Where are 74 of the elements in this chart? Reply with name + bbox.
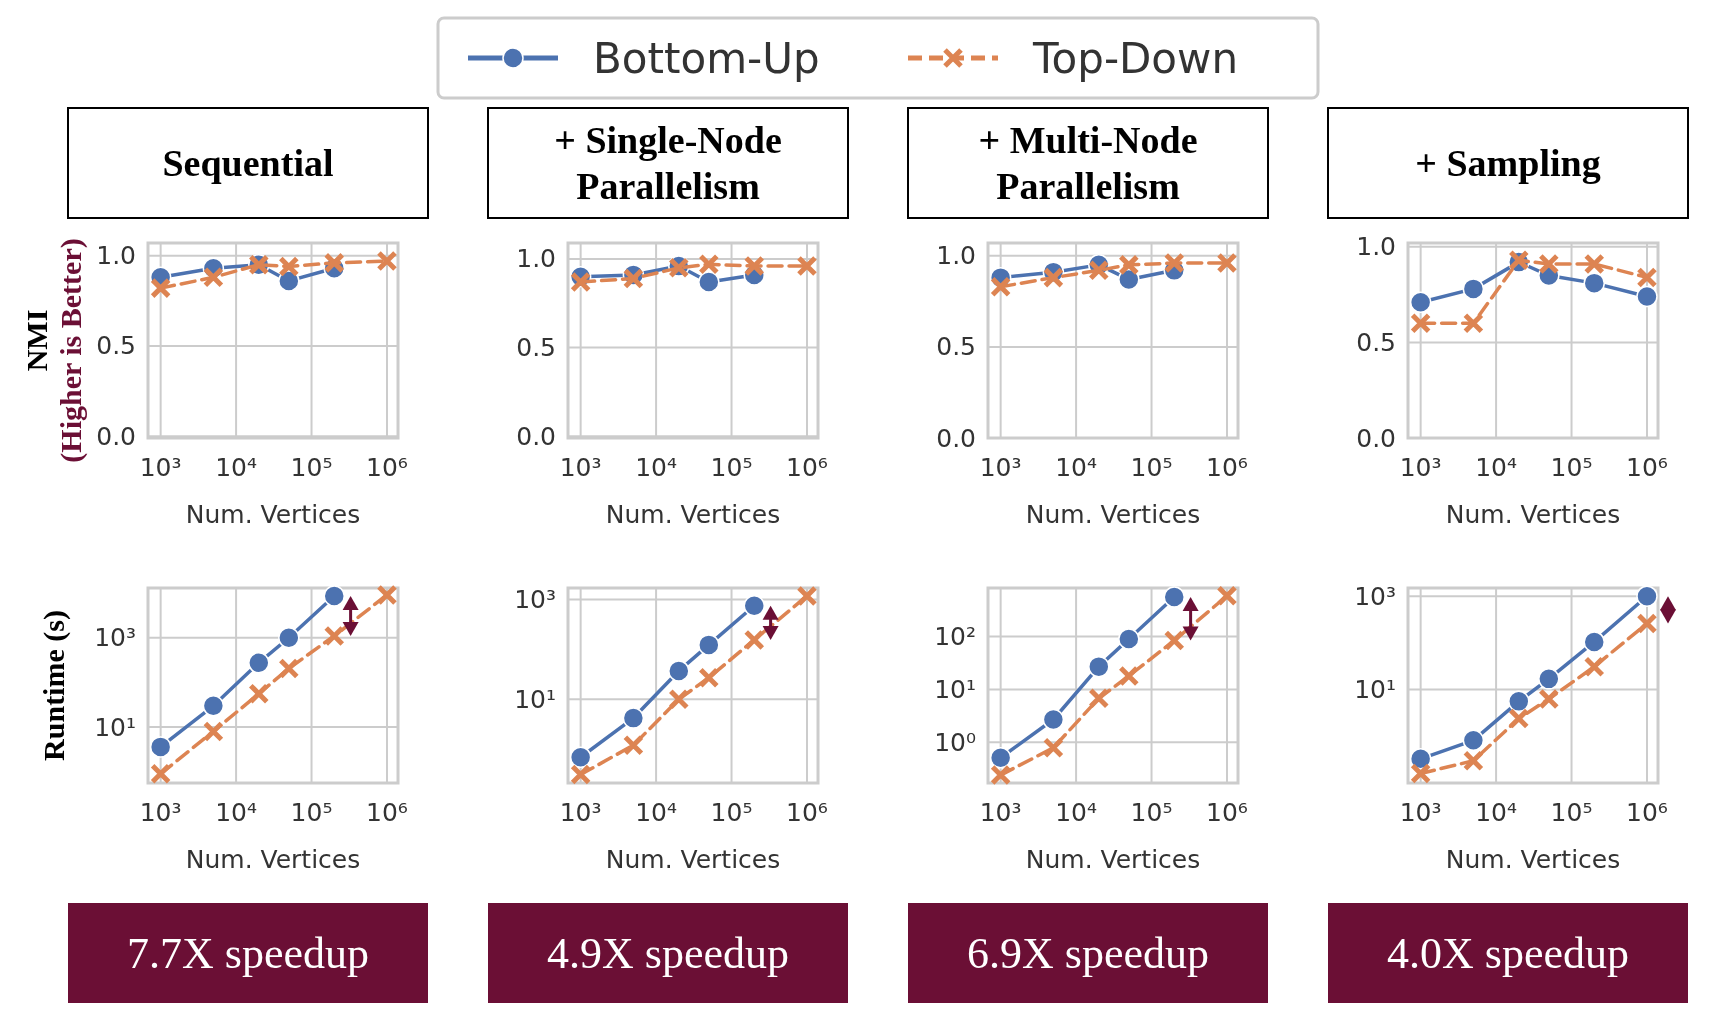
x-tick-label: 10⁵ bbox=[1550, 453, 1593, 482]
x-tick-label: 10³ bbox=[559, 453, 602, 482]
y-tick-label: 0.5 bbox=[1356, 327, 1396, 357]
y-tick-label: 10³ bbox=[514, 585, 556, 614]
x-tick-label: 10⁵ bbox=[1550, 798, 1593, 827]
x-tick-label: 10³ bbox=[139, 453, 182, 482]
x-axis-title: Num. Vertices bbox=[1025, 845, 1201, 874]
y-tick-label: 0.0 bbox=[516, 421, 556, 451]
text: 4.9X speedup bbox=[547, 928, 789, 978]
y-tick-label: 10³ bbox=[1354, 581, 1396, 611]
x-tick-label: 10⁴ bbox=[1055, 453, 1097, 482]
x-tick-label: 10⁴ bbox=[215, 453, 257, 482]
x-tick-label: 10⁶ bbox=[1206, 453, 1248, 482]
chart-title: Sequential bbox=[162, 142, 334, 184]
x-axis-title: Num. Vertices bbox=[185, 845, 361, 874]
x-tick-label: 10⁴ bbox=[635, 453, 677, 482]
x-tick-label: 10³ bbox=[559, 798, 602, 827]
y-tick-label: 0.5 bbox=[96, 331, 136, 361]
y-tick-label: 10⁰ bbox=[934, 727, 976, 757]
y-tick-label: 10¹ bbox=[514, 684, 556, 714]
x-tick-label: 10³ bbox=[979, 798, 1022, 827]
x-axis-title: Num. Vertices bbox=[185, 500, 361, 529]
x-tick-label: 10³ bbox=[1399, 453, 1442, 482]
y-tick-label: 10³ bbox=[94, 623, 136, 653]
x-tick-label: 10⁴ bbox=[215, 798, 257, 827]
text: (Higher is Better) bbox=[53, 238, 88, 463]
x-tick-label: 10⁵ bbox=[290, 798, 333, 827]
y-tick-label: 0.5 bbox=[936, 332, 976, 362]
x-tick-label: 10³ bbox=[139, 798, 182, 827]
y-tick-label: 1.0 bbox=[1356, 232, 1396, 262]
x-tick-label: 10⁴ bbox=[1475, 453, 1517, 482]
legend-label: Top-Down bbox=[1032, 33, 1239, 83]
text: 4.0X speedup bbox=[1387, 928, 1629, 978]
y-tick-label: 1.0 bbox=[96, 241, 136, 271]
x-tick-label: 10⁵ bbox=[1130, 798, 1173, 827]
x-tick-label: 10⁵ bbox=[710, 453, 753, 482]
y-tick-label: 10¹ bbox=[934, 674, 976, 704]
y-tick-label: 10¹ bbox=[1354, 675, 1396, 705]
text: 6.9X speedup bbox=[967, 928, 1209, 978]
x-tick-label: 10⁶ bbox=[1626, 798, 1668, 827]
chart-title: + Single-Node Parallelism bbox=[554, 119, 782, 207]
y-tick-label: 0.0 bbox=[936, 423, 976, 453]
y-axis-title: Runtime (s) bbox=[36, 610, 71, 761]
x-tick-label: 10⁶ bbox=[366, 453, 408, 482]
y-tick-label: 10¹ bbox=[94, 712, 136, 742]
x-axis-title: Num. Vertices bbox=[1025, 500, 1201, 529]
x-tick-label: 10⁶ bbox=[1206, 798, 1248, 827]
x-tick-label: 10⁶ bbox=[786, 453, 828, 482]
x-tick-label: 10³ bbox=[1399, 798, 1442, 827]
y-tick-label: 0.0 bbox=[96, 421, 136, 451]
x-tick-label: 10⁵ bbox=[1130, 453, 1173, 482]
x-axis-title: Num. Vertices bbox=[605, 845, 781, 874]
x-axis-title: Num. Vertices bbox=[605, 500, 781, 529]
legend-label: Bottom-Up bbox=[593, 33, 820, 83]
y-tick-label: 0.5 bbox=[516, 333, 556, 363]
x-tick-label: 10⁴ bbox=[1475, 798, 1517, 827]
chart-title: + Multi-Node Parallelism bbox=[978, 119, 1198, 207]
y-tick-label: 1.0 bbox=[936, 241, 976, 271]
y-tick-label: 0.0 bbox=[1356, 423, 1396, 453]
x-tick-label: 10⁶ bbox=[366, 798, 408, 827]
x-axis-title: Num. Vertices bbox=[1445, 845, 1621, 874]
x-tick-label: 10⁶ bbox=[1626, 453, 1668, 482]
x-axis-title: Num. Vertices bbox=[1445, 500, 1621, 529]
x-tick-label: 10⁵ bbox=[710, 798, 753, 827]
y-tick-label: 1.0 bbox=[516, 244, 556, 274]
chart-title: + Sampling bbox=[1415, 142, 1601, 184]
x-tick-label: 10⁴ bbox=[635, 798, 677, 827]
x-tick-label: 10⁶ bbox=[786, 798, 828, 827]
text: 7.7X speedup bbox=[127, 928, 369, 978]
y-tick-label: 10² bbox=[934, 622, 976, 652]
x-tick-label: 10⁴ bbox=[1055, 798, 1097, 827]
x-tick-label: 10³ bbox=[979, 453, 1022, 482]
y-axis-title: NMI bbox=[19, 309, 53, 372]
x-tick-label: 10⁵ bbox=[290, 453, 333, 482]
